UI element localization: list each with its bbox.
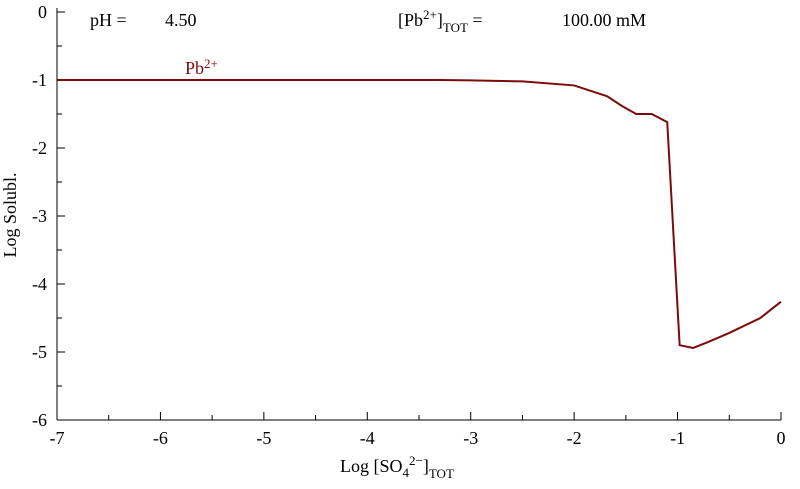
y-tick-label: -1 [32,70,47,90]
x-axis-label: Log [SO42−]TOT [340,453,454,481]
text: 2+ [423,7,437,22]
y-tick-label: -6 [32,410,47,430]
y-tick-label: -2 [32,138,47,158]
text: 2+ [204,56,218,71]
y-tick-label: -5 [32,342,47,362]
text: 2− [409,453,423,468]
text: TOT [429,466,454,481]
text: TOT [443,20,468,35]
text: ] [437,10,443,30]
x-tick-label: -2 [567,428,582,448]
total-value: 100.00 mM [562,10,646,30]
data-line [57,79,782,349]
x-tick-label: 0 [777,428,786,448]
y-axis-label: Log Solubl. [0,172,20,257]
ph-label: pH = [90,10,127,30]
x-tick-label: -5 [256,428,271,448]
text: Pb [185,58,204,78]
y-tick-label: -4 [32,274,47,294]
y-tick-label: -3 [32,206,47,226]
text: = [468,10,483,30]
x-tick-label: -6 [153,428,168,448]
text: Log [SO [340,456,403,476]
y-tick-label: 0 [38,2,47,22]
x-tick-label: -1 [670,428,685,448]
text: ] [423,456,429,476]
text: [Pb [398,10,423,30]
series-label: Pb2+ [185,56,218,78]
ph-value: 4.50 [165,10,197,30]
x-tick-label: -7 [50,428,65,448]
total-label: [Pb2+]TOT = [398,7,483,35]
x-tick-label: -4 [360,428,375,448]
text: 4 [403,465,410,480]
x-tick-label: -3 [463,428,478,448]
